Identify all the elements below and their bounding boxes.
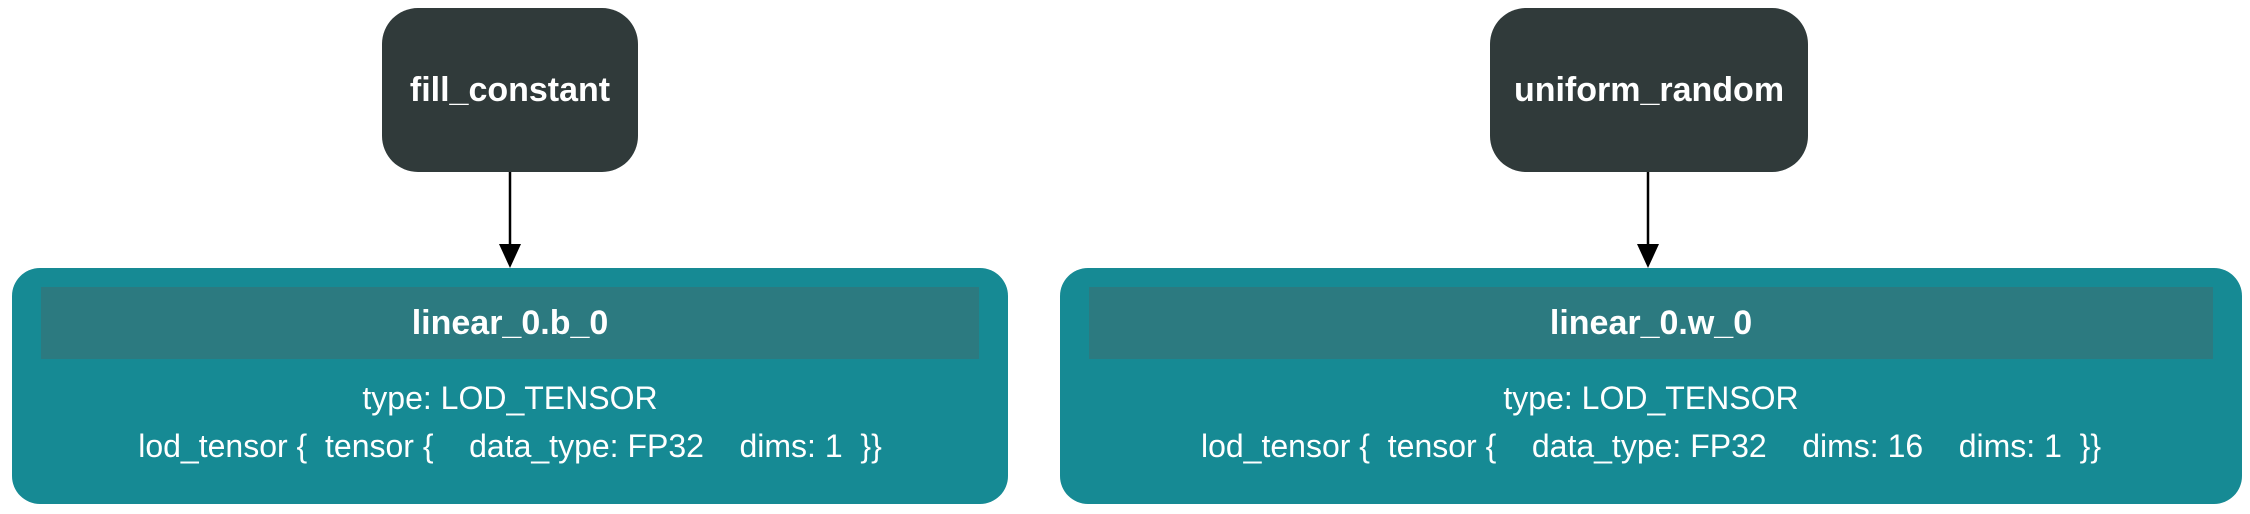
var-node-type: type: LOD_TENSOR — [1503, 380, 1799, 416]
edge-uniform-random-to-linear-w — [1637, 172, 1659, 268]
var-node-detail: lod_tensor { tensor { data_type: FP32 di… — [1200, 428, 2102, 464]
var-node-name: linear_0.b_0 — [411, 303, 609, 342]
var-node-name: linear_0.w_0 — [1549, 303, 1753, 342]
op-node-fill-constant[interactable]: fill_constant — [382, 8, 638, 172]
var-node-header: linear_0.b_0 — [41, 287, 979, 359]
var-node-header: linear_0.w_0 — [1089, 287, 2213, 359]
var-node-linear-w[interactable]: linear_0.w_0 type: LOD_TENSOR lod_tensor… — [1060, 268, 2242, 504]
var-node-detail: lod_tensor { tensor { data_type: FP32 di… — [138, 428, 882, 464]
op-node-label: uniform_random — [1513, 70, 1785, 109]
edge-fill-constant-to-linear-b — [499, 172, 521, 268]
op-node-label: fill_constant — [409, 70, 611, 109]
var-node-type: type: LOD_TENSOR — [362, 380, 658, 416]
op-node-uniform-random[interactable]: uniform_random — [1490, 8, 1808, 172]
var-node-linear-b[interactable]: linear_0.b_0 type: LOD_TENSOR lod_tensor… — [12, 268, 1008, 504]
